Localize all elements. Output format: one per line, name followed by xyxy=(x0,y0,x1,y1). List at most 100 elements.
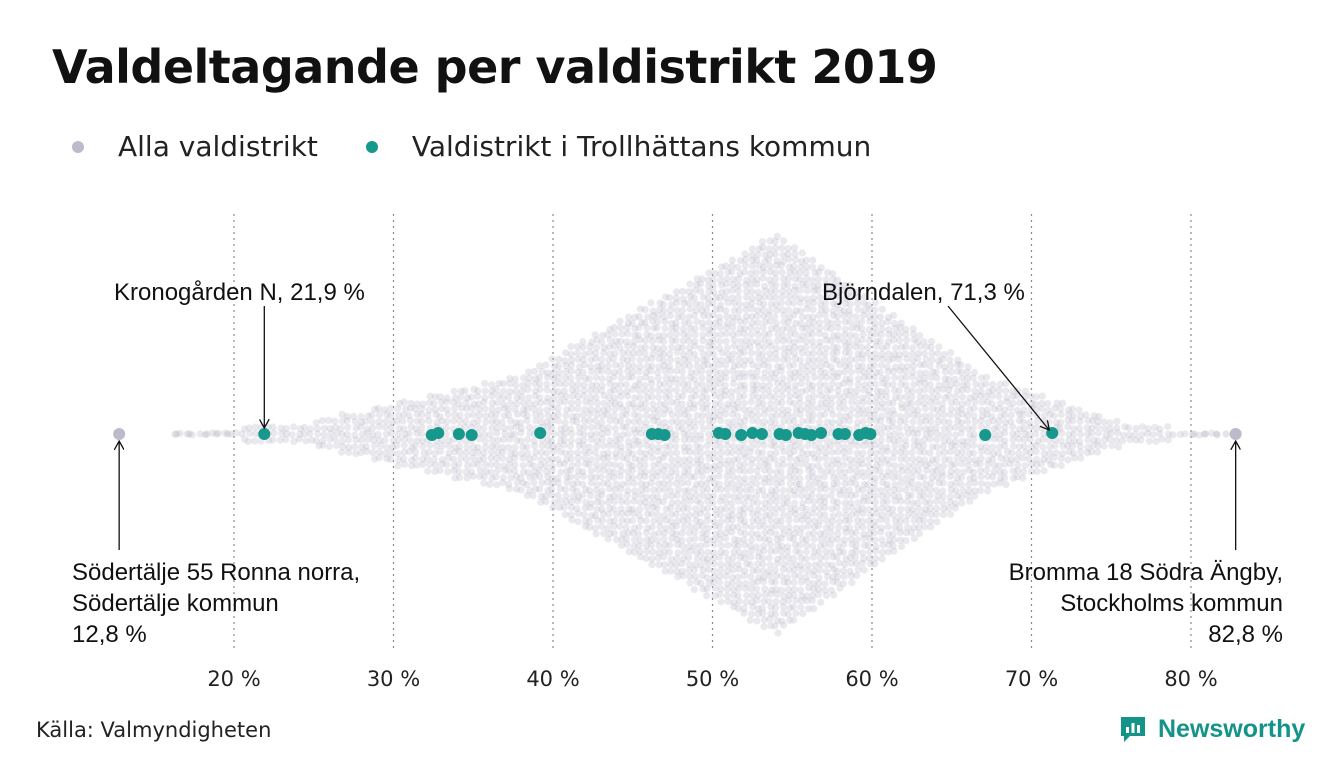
all-district-point xyxy=(734,404,743,412)
all-district-point xyxy=(369,448,377,456)
all-district-point xyxy=(734,282,742,290)
all-district-point xyxy=(674,356,682,364)
all-district-point xyxy=(718,288,726,297)
all-district-point xyxy=(878,344,887,352)
all-district-point xyxy=(716,400,724,408)
all-district-point xyxy=(945,424,954,432)
all-district-point xyxy=(715,344,724,352)
all-district-point xyxy=(722,505,730,513)
all-district-point xyxy=(301,423,309,431)
all-district-point xyxy=(734,573,742,581)
all-district-point xyxy=(789,324,798,333)
all-district-point xyxy=(476,466,484,474)
all-district-point xyxy=(399,417,407,425)
all-district-point xyxy=(748,455,756,463)
all-district-point xyxy=(814,474,823,482)
all-district-point xyxy=(847,387,855,395)
all-district-point xyxy=(847,499,855,507)
all-district-point xyxy=(785,306,793,314)
all-district-point xyxy=(635,412,643,420)
all-district-point xyxy=(699,566,707,574)
all-district-point xyxy=(767,516,775,525)
all-district-point xyxy=(523,412,531,420)
all-district-point xyxy=(853,320,861,328)
all-district-point xyxy=(796,344,804,352)
all-district-point xyxy=(668,529,676,537)
all-district-point xyxy=(1027,392,1035,400)
all-district-point xyxy=(535,466,544,474)
all-district-point xyxy=(1040,467,1048,475)
all-district-point xyxy=(1040,455,1048,463)
all-district-point xyxy=(841,331,849,339)
all-district-point xyxy=(666,392,674,400)
all-district-point xyxy=(854,405,862,414)
all-district-point xyxy=(1057,454,1065,463)
all-district-point xyxy=(345,448,353,456)
all-district-point xyxy=(406,437,414,445)
all-district-point xyxy=(511,375,519,383)
all-district-point xyxy=(463,443,471,451)
all-district-point xyxy=(777,468,785,476)
all-district-point xyxy=(852,313,860,321)
all-district-point xyxy=(724,268,732,276)
all-district-point xyxy=(666,356,675,364)
all-district-point xyxy=(798,249,806,257)
all-district-point xyxy=(760,547,768,555)
all-district-point xyxy=(574,380,582,388)
all-district-point xyxy=(599,509,607,518)
all-district-point xyxy=(845,349,854,357)
all-district-point xyxy=(1003,398,1011,406)
all-district-point xyxy=(611,349,619,357)
all-district-point xyxy=(680,472,688,480)
all-district-point xyxy=(755,573,763,582)
all-district-point xyxy=(797,263,805,271)
all-district-point xyxy=(705,269,713,277)
all-district-point xyxy=(858,336,866,344)
all-district-point xyxy=(778,617,786,625)
all-district-point xyxy=(717,542,726,550)
all-district-point xyxy=(529,405,538,413)
all-district-point xyxy=(909,357,917,365)
all-district-point xyxy=(524,468,532,476)
all-district-point xyxy=(666,350,674,358)
all-district-point xyxy=(749,392,757,400)
all-district-point xyxy=(861,541,869,549)
all-district-point xyxy=(343,430,351,438)
all-district-point xyxy=(953,474,962,482)
all-district-point xyxy=(691,436,699,444)
all-district-point xyxy=(1213,431,1221,439)
all-district-point xyxy=(951,375,959,383)
all-district-point xyxy=(703,479,711,487)
all-district-point xyxy=(897,400,906,408)
all-district-point xyxy=(939,442,947,450)
all-district-point xyxy=(616,400,624,408)
all-district-point xyxy=(413,410,421,418)
all-district-point xyxy=(790,437,798,445)
all-district-point xyxy=(406,416,415,424)
all-district-point xyxy=(921,480,930,488)
all-district-point xyxy=(747,437,756,445)
all-district-point xyxy=(717,387,725,395)
all-district-point xyxy=(792,609,800,618)
all-district-point xyxy=(400,455,408,463)
all-district-point xyxy=(648,523,656,531)
all-district-point xyxy=(746,467,755,475)
all-district-point xyxy=(1016,399,1024,407)
all-district-point xyxy=(742,598,751,606)
all-district-point xyxy=(450,462,458,470)
all-district-point xyxy=(709,578,717,586)
all-district-point xyxy=(977,417,985,425)
all-district-point xyxy=(635,368,643,376)
all-district-point xyxy=(698,393,706,401)
x-tick-label: 40 % xyxy=(526,667,579,691)
all-district-point xyxy=(728,574,737,582)
all-district-point xyxy=(400,398,408,406)
all-district-point xyxy=(512,419,520,427)
all-district-point xyxy=(766,454,775,462)
all-district-point xyxy=(766,615,774,623)
all-district-point xyxy=(493,429,501,437)
all-district-point xyxy=(729,330,737,338)
all-district-point xyxy=(851,553,860,561)
all-district-point xyxy=(792,319,800,327)
all-district-point xyxy=(538,442,546,450)
